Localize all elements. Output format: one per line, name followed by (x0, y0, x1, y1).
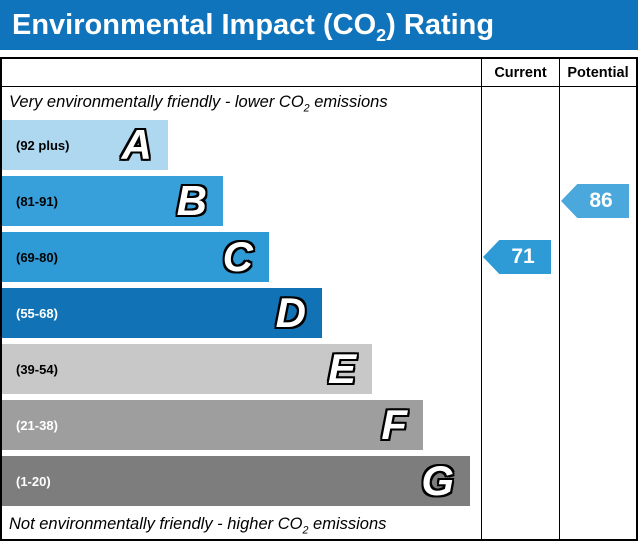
current-cell-F (481, 397, 559, 453)
top-note-text: Very environmentally friendly - lower CO… (9, 92, 388, 114)
potential-cell-B: 86 (559, 173, 636, 229)
band-row-E: (39-54) E (2, 341, 481, 397)
potential-column-header: Potential (559, 59, 636, 87)
band-bar-E: (39-54) E (2, 344, 372, 394)
page-title-text: Environmental Impact (CO2) Rating (12, 8, 495, 45)
co2-rating-chart: Current Potential Very environmentally f… (0, 57, 638, 541)
current-cell-B (481, 173, 559, 229)
potential-column-spacer-top (559, 87, 636, 117)
band-row-B: (81-91) B (2, 173, 481, 229)
band-letter: C (222, 233, 253, 280)
band-row-A: (92 plus) A (2, 117, 481, 173)
band-row-C: (69-80) C (2, 229, 481, 285)
bottom-note: Not environmentally friendly - higher CO… (2, 509, 481, 539)
band-bar-C: (69-80) C (2, 232, 269, 282)
band-bar-A: (92 plus) A (2, 120, 168, 170)
bottom-note-text: Not environmentally friendly - higher CO… (9, 514, 387, 536)
band-letter: B (176, 177, 207, 224)
potential-cell-F (559, 397, 636, 453)
band-bar-F: (21-38) F (2, 400, 423, 450)
potential-cell-E (559, 341, 636, 397)
potential-cell-D (559, 285, 636, 341)
current-rating-arrow: 71 (483, 240, 551, 274)
potential-rating-arrow-value: 86 (589, 189, 613, 212)
band-letter: E (327, 345, 356, 392)
band-range-label: (21-38) (16, 417, 58, 433)
current-cell-A (481, 117, 559, 173)
potential-cell-C (559, 229, 636, 285)
band-letter: F (381, 401, 407, 448)
band-bar-B: (81-91) B (2, 176, 223, 226)
chart-grid: Current Potential Very environmentally f… (2, 59, 636, 539)
page-title: Environmental Impact (CO2) Rating (0, 0, 638, 50)
band-row-G: (1-20) G (2, 453, 481, 509)
band-bar-G: (1-20) G (2, 456, 470, 506)
band-range-label: (55-68) (16, 305, 58, 321)
band-range-label: (1-20) (16, 473, 51, 489)
current-cell-D (481, 285, 559, 341)
band-letter: G (421, 457, 454, 504)
band-row-F: (21-38) F (2, 397, 481, 453)
current-cell-E (481, 341, 559, 397)
band-letter: D (275, 289, 306, 336)
potential-column-spacer-bottom (559, 509, 636, 539)
band-range-label: (81-91) (16, 193, 58, 209)
top-note: Very environmentally friendly - lower CO… (2, 87, 481, 117)
current-cell-C: 71 (481, 229, 559, 285)
potential-cell-A (559, 117, 636, 173)
band-range-label: (39-54) (16, 361, 58, 377)
current-cell-G (481, 453, 559, 509)
band-bar-D: (55-68) D (2, 288, 322, 338)
band-range-label: (69-80) (16, 249, 58, 265)
current-column-header: Current (481, 59, 559, 87)
band-letter: A (121, 121, 152, 168)
potential-cell-G (559, 453, 636, 509)
band-range-label: (92 plus) (16, 137, 70, 153)
current-column-spacer-bottom (481, 509, 559, 539)
current-column-spacer-top (481, 87, 559, 117)
potential-rating-arrow: 86 (561, 184, 629, 218)
band-row-D: (55-68) D (2, 285, 481, 341)
current-rating-arrow-value: 71 (511, 245, 535, 268)
header-spacer (2, 59, 481, 87)
